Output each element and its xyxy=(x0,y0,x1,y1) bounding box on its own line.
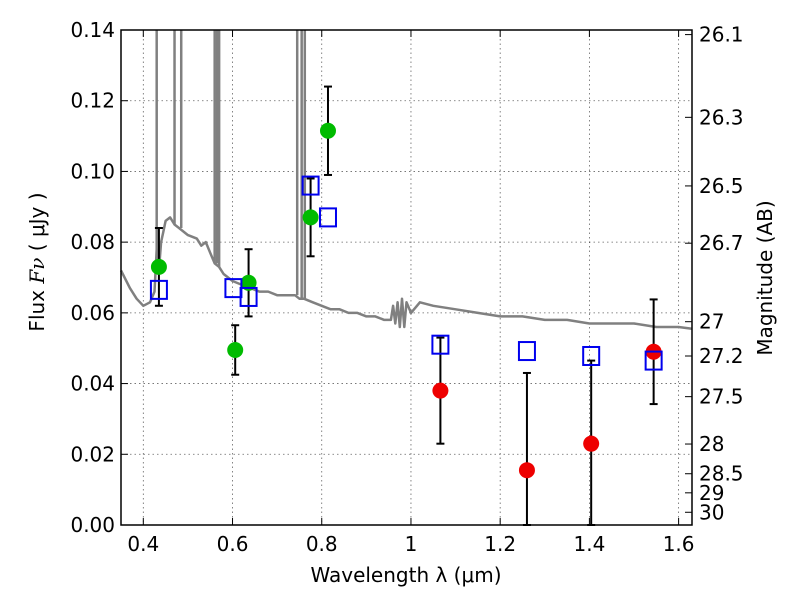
axis-ticks: 0.4 0.6 0.8 1 1.2 1.4 1.6 0.00 0.02 0.04 0.06 0.08 0… xyxy=(70,18,743,556)
y2-tick-label: 26.3 xyxy=(699,105,744,129)
y2-tick-label: 27.5 xyxy=(699,385,744,409)
x-tick-label: 1.2 xyxy=(484,532,516,556)
model-point-square xyxy=(149,279,168,300)
model-point-square xyxy=(582,345,601,366)
x-tick-label: 0.4 xyxy=(127,532,159,556)
x-tick-label: 1.4 xyxy=(573,532,605,556)
y-tick-label: 0.04 xyxy=(70,372,115,396)
y2-tick-label: 26.7 xyxy=(699,231,744,255)
data-point-circle xyxy=(432,382,449,399)
model-point-square xyxy=(301,175,320,196)
y2-tick-label: 27 xyxy=(699,310,724,334)
y-axis-title: Flux Fν ( μJy ) xyxy=(25,192,49,331)
plot-frame xyxy=(120,29,693,526)
data-point-circle xyxy=(150,258,167,275)
data-point-circle xyxy=(518,462,535,479)
data-point-circle xyxy=(319,122,336,139)
data-point-circle xyxy=(227,341,244,358)
x-tick-label: 1.6 xyxy=(663,532,695,556)
sed-model-line xyxy=(119,216,693,331)
sed-model-curve xyxy=(119,30,693,331)
data-point-circle xyxy=(240,274,257,291)
y2-tick-label: 29 xyxy=(699,481,724,505)
model-point-square xyxy=(644,350,663,371)
data-markers xyxy=(149,122,663,479)
x-tick-label: 0.8 xyxy=(306,532,338,556)
y2-tick-label: 28.5 xyxy=(699,462,744,486)
y2-tick-label: 26.1 xyxy=(699,23,744,47)
y2-tick-label: 26.5 xyxy=(699,174,744,198)
x-tick-label: 0.6 xyxy=(217,532,249,556)
y-tick-label: 0.12 xyxy=(70,89,115,113)
x-axis-title: Wavelength λ (μm) xyxy=(310,563,501,587)
data-point-circle xyxy=(583,435,600,452)
y-tick-label: 0.08 xyxy=(70,230,115,254)
y-tick-label: 0.00 xyxy=(70,513,115,537)
x-tick-label: 1 xyxy=(405,532,418,556)
y2-axis-title: Magnitude (AB) xyxy=(753,200,777,355)
model-point-square xyxy=(431,334,450,355)
y2-tick-label: 28 xyxy=(699,432,724,456)
y-tick-label: 0.14 xyxy=(70,18,115,42)
y-tick-label: 0.02 xyxy=(70,442,115,466)
y-tick-label: 0.06 xyxy=(70,301,115,325)
model-point-square xyxy=(239,286,258,307)
model-point-square xyxy=(517,341,536,362)
y-tick-label: 0.10 xyxy=(70,159,115,183)
y2-tick-label: 30 xyxy=(699,500,724,524)
data-point-circle xyxy=(302,209,319,226)
model-point-square xyxy=(318,207,337,228)
y2-tick-label: 27.2 xyxy=(699,344,744,368)
grid-lines xyxy=(121,29,692,526)
